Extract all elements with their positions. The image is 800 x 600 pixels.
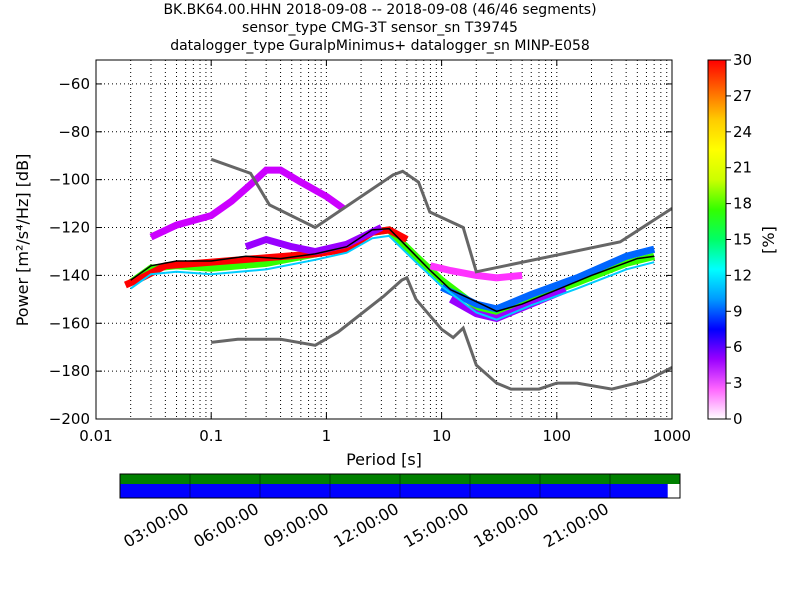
density-band-purple-upper [244, 224, 383, 256]
x-tick-label: 1000 [653, 427, 691, 445]
colorbar-ticks: 0 3 6 9 12 15 18 21 24 27 30 [726, 51, 752, 428]
plot-frame [95, 59, 673, 420]
x-axis-ticks: 0.01 0.1 1 10 100 1000 [79, 60, 691, 445]
y-axis-ticks: −200 −180 −160 −140 −120 −100 −80 −60 [49, 75, 672, 428]
chart-title-line-3: datalogger_type GuralpMinimus+ datalogge… [170, 38, 590, 54]
density-band-magenta-tail [429, 262, 523, 282]
x-tick-label: 1 [322, 427, 332, 445]
colorbar-gradient [707, 59, 727, 420]
colorbar-tick-label: 6 [733, 338, 743, 356]
colorbar-tick-label: 18 [733, 195, 752, 213]
density-band-purple-lower [448, 286, 568, 323]
density-band-red-core [123, 226, 409, 289]
x-tick-label: 0.1 [199, 427, 223, 445]
data-availability-bar: 03:00:0006:00:0009:00:0012:00:0015:00:00… [119, 473, 681, 551]
time-tick-label: 06:00:00 [190, 499, 262, 551]
y-tick-label: −160 [49, 314, 90, 332]
noise-model-nlnm [211, 275, 672, 391]
x-tick-label: 100 [542, 427, 571, 445]
colorbar-tick-label: 24 [733, 123, 752, 141]
colorbar-tick-label: 27 [733, 87, 752, 105]
time-tick-label: 15:00:00 [400, 499, 472, 551]
y-tick-label: −200 [49, 410, 90, 428]
chart-title-line-1: BK.BK64.00.HHN 2018-09-08 -- 2018-09-08 … [163, 2, 597, 18]
chart-title-line-2: sensor_type CMG-3T sensor_sn T39745 [242, 20, 518, 36]
y-tick-label: −80 [58, 123, 90, 141]
plot-area: 0.01 0.1 1 10 100 1000 −200 −180 −160 −140 −120 −1… [49, 59, 691, 445]
density-band-fringe [130, 234, 655, 321]
colorbar-label: [%] [759, 226, 778, 254]
colorbar-tick-label: 3 [733, 374, 743, 392]
colorbar-tick-label: 9 [733, 302, 743, 320]
time-tick-label: 12:00:00 [330, 499, 402, 551]
plot-background [96, 60, 672, 419]
time-tick-label: 09:00:00 [260, 499, 332, 551]
time-tick-label: 18:00:00 [470, 499, 542, 551]
x-axis-label: Period [s] [346, 450, 422, 469]
y-tick-label: −100 [49, 171, 90, 189]
noise-model-nhnm [210, 157, 672, 274]
density-band-blue-mid [440, 245, 656, 313]
y-tick-label: −120 [49, 219, 90, 237]
colorbar-tick-label: 0 [733, 410, 743, 428]
y-tick-label: −180 [49, 362, 90, 380]
noise-models [210, 157, 672, 391]
x-tick-label: 10 [432, 427, 451, 445]
mean-curve-group [130, 227, 655, 313]
y-tick-label: −140 [49, 266, 90, 284]
time-tick-label: 03:00:00 [120, 499, 192, 551]
time-tick-label: 21:00:00 [540, 499, 612, 551]
density-band-purple-high [149, 166, 346, 241]
y-tick-label: −60 [58, 75, 90, 93]
x-tick-label: 0.01 [79, 427, 112, 445]
colorbar: 0 3 6 9 12 15 18 21 24 27 30 [%] [707, 51, 778, 428]
y-axis-label: Power [m²/s⁴/Hz] [dB] [13, 154, 32, 327]
colorbar-tick-label: 30 [733, 51, 752, 69]
colorbar-tick-label: 12 [733, 266, 752, 284]
colorbar-tick-label: 15 [733, 231, 752, 249]
availability-bottom-strip [120, 484, 668, 498]
mean-curve [130, 227, 655, 313]
colorbar-tick-label: 21 [733, 159, 752, 177]
